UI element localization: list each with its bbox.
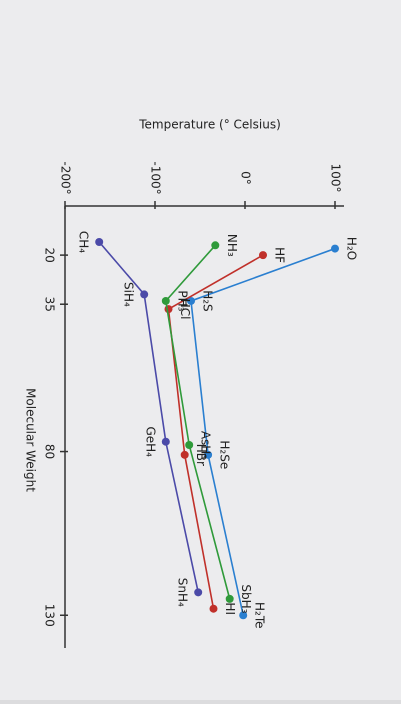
point-label: AsH₃ [199, 431, 213, 459]
point [331, 244, 339, 253]
series-line [167, 254, 264, 609]
point-label: H₂S [201, 290, 215, 311]
point [185, 441, 194, 450]
y-tick-label: -200° [59, 161, 73, 194]
point-label: SnH₄ [176, 578, 190, 607]
x-axis-label: Molecular Weight [24, 388, 38, 492]
point-label: H₂O [345, 237, 359, 260]
y-tick-label: 100° [329, 164, 343, 193]
point-label: SbH₃ [239, 584, 253, 613]
point-label: H₂Se [218, 440, 232, 469]
point [209, 604, 218, 613]
point-label: H₂Te [253, 602, 267, 629]
point-label: PH₃ [175, 290, 189, 311]
x-tick-label: 35 [43, 297, 57, 312]
point [187, 296, 195, 305]
y-tick-label: -100° [149, 161, 163, 194]
point-label: HCl [178, 299, 192, 320]
x-tick-label: 130 [43, 604, 57, 627]
point [204, 450, 213, 459]
point [161, 296, 170, 305]
point [180, 450, 189, 459]
point [194, 588, 203, 597]
series-line [190, 247, 336, 616]
point [164, 305, 173, 314]
series-line [164, 244, 231, 600]
point [161, 437, 170, 446]
plot: -200° -100° 0° 100° 20 35 80 130 Molecular Weigh… [24, 161, 359, 648]
point [239, 611, 248, 620]
point [140, 290, 149, 299]
point-label: CH₄ [77, 231, 91, 253]
point-label: GeH₄ [143, 426, 157, 457]
point-label: HI [223, 602, 237, 615]
point [225, 594, 234, 603]
point-label: HF [273, 247, 287, 263]
point-label: SiH₄ [122, 282, 136, 307]
point [95, 238, 104, 247]
point [259, 251, 267, 260]
chart-title: Temperature (° Celsius) [138, 118, 281, 132]
point-label: NH₃ [225, 234, 239, 257]
point-label: HBr [194, 444, 208, 466]
x-tick-label: 20 [43, 247, 57, 262]
x-tick-label: 80 [43, 444, 57, 459]
point [211, 241, 220, 250]
series-line [98, 241, 199, 593]
y-tick-label: 0° [239, 171, 253, 185]
